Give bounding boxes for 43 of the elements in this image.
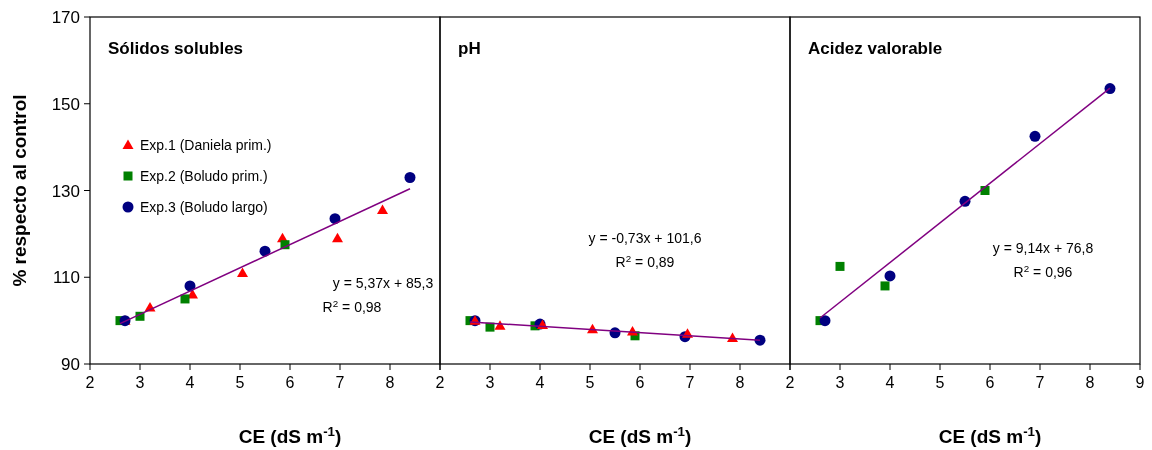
x-tick-label: 7 (335, 374, 345, 391)
legend-label: Exp.1 (Daniela prim.) (140, 137, 272, 153)
x-axis-title: CE (dS m$^{-1}$) (938, 423, 1042, 447)
y-tick-label: 150 (51, 94, 80, 114)
x-axis-title: CE (dS m$^{-1}$) (588, 423, 692, 447)
x-tick-label: 7 (1035, 374, 1045, 391)
annotation: y = 9,14x + 76,8 (992, 240, 1094, 256)
x-tick-label: 8 (1085, 374, 1095, 391)
x-tick-label: 2 (785, 374, 795, 391)
y-tick-label: 90 (61, 355, 80, 374)
x-tick-label: 9 (1135, 374, 1145, 391)
x-tick-label: 3 (135, 374, 145, 391)
text: Sólidos solubles (108, 39, 244, 58)
annotation: y = -0,73x + 101,6 (588, 230, 702, 246)
x-tick-label: 3 (835, 374, 845, 391)
x-tick-label: 6 (985, 374, 995, 391)
text: Acidez valorable (808, 39, 943, 58)
legend-label: Exp.2 (Boludo prim.) (140, 168, 268, 184)
annotation: R$^{2}$ = 0,98 (322, 297, 382, 315)
x-tick-label: 5 (235, 374, 245, 391)
x-tick-label: 6 (285, 374, 295, 391)
y-axis-title: % respecto al control (9, 94, 30, 287)
x-tick-label: 3 (485, 374, 495, 391)
x-tick-label: 6 (635, 374, 645, 391)
x-tick-label: 2 (85, 374, 95, 391)
annotation: R$^{2}$ = 0,89 (615, 252, 675, 270)
x-tick-label: 7 (685, 374, 695, 391)
x-tick-label: 8 (735, 374, 745, 391)
annotation: y = 5,37x + 85,3 (332, 275, 434, 291)
x-tick-label: 4 (185, 374, 195, 391)
legend-label: Exp.3 (Boludo largo) (140, 199, 268, 215)
x-tick-label: 2 (435, 374, 445, 391)
y-tick-label: 170 (51, 8, 80, 27)
y-tick-label: 130 (51, 181, 80, 201)
x-axis-title: CE (dS m$^{-1}$) (238, 423, 342, 447)
x-tick-label: 5 (935, 374, 945, 391)
x-tick-label: 5 (585, 374, 595, 391)
x-tick-label: 4 (535, 374, 545, 391)
x-tick-label: 4 (885, 374, 895, 391)
annotation: R$^{2}$ = 0,96 (1013, 262, 1073, 280)
y-tick-label: 110 (52, 268, 80, 288)
x-tick-label: 8 (385, 374, 395, 391)
text: pH (458, 39, 481, 58)
